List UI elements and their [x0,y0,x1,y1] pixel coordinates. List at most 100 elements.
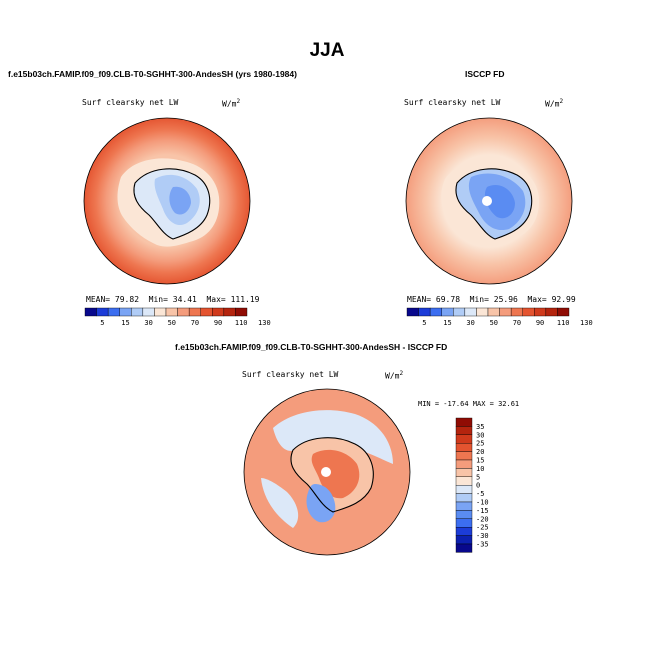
diff-negative-patch-west [261,478,299,528]
left-colorbar-swatch [188,307,201,317]
diff-panel-heading: f.e15b03ch.FAMIP.f09_f09.CLB-T0-SGHHT-30… [175,342,448,352]
diff-colorbar-swatch [455,535,473,545]
diff-colorbar-label: -25 [476,524,489,532]
diff-colorbar-swatch [455,510,473,520]
diff-colorbar-label: 30 [476,431,484,439]
right-coastline [455,168,533,240]
left-colorbar-label: 50 [168,319,176,327]
right-colorbar-swatch [406,307,419,317]
right-colorbar-swatch [476,307,489,317]
diff-polar-map [243,388,411,556]
right-polar-map [405,117,573,285]
diff-colorbar-label: 15 [476,457,484,465]
right-colorbar-label: 130 [580,319,593,327]
left-colorbar-swatch [235,307,248,317]
right-colorbar-swatch [418,307,431,317]
left-colorbar-swatch [177,307,190,317]
left-polar-map [83,117,251,285]
diff-colorbar-swatch [455,443,473,452]
diff-colorbar-swatch [455,468,473,478]
left-colorbar-swatch [223,307,236,317]
right-variable-label: Surf clearsky net LW [404,98,501,107]
left-colorbar-label: 30 [144,319,152,327]
diff-interior-field [311,449,360,499]
diff-colorbar-swatch [455,417,473,427]
diff-colorbar-swatch [455,459,473,469]
left-plateau-field [169,186,191,215]
right-colorbar-swatch [487,307,500,317]
right-colorbar-swatch [441,307,454,317]
right-colorbar-label: 5 [422,319,426,327]
right-colorbar-swatch [545,307,558,317]
left-stats: MEAN= 79.82 Min= 34.41 Max= 111.19 [86,295,260,304]
right-colorbar-label: 90 [536,319,544,327]
diff-colorbar-label: 10 [476,465,484,473]
right-colorbar-swatch [522,307,535,317]
diff-colorbar-swatch [455,426,473,435]
diff-colorbar-label: 20 [476,448,484,456]
left-colorbar-swatch [131,307,144,317]
right-colorbar: 5 15 30 50 70 90 110 130 [406,307,593,327]
right-colorbar-label: 110 [557,319,570,327]
diff-colorbar-label: 0 [476,482,480,490]
left-colorbar-swatch [165,307,178,317]
diff-colorbar-label: -30 [476,532,489,540]
right-colorbar-label: 50 [490,319,498,327]
diff-colorbar-label: -15 [476,507,489,515]
right-colorbar-label: 70 [513,319,521,327]
diff-colorbar-swatch [455,501,473,511]
diff-variable-label: Surf clearsky net LW [242,370,339,379]
diff-colorbar-swatch [455,451,473,461]
right-map-border [405,117,573,285]
diff-colorbar-label: -20 [476,515,489,523]
right-stats: MEAN= 69.78 Min= 25.96 Max= 92.99 [407,295,576,304]
diff-colorbar-label: 25 [476,440,484,448]
figure-title: JJA [309,40,345,61]
diff-coastline [290,437,374,513]
right-panel-heading: ISCCP FD [465,69,505,79]
right-pole-hole [482,196,492,206]
left-colorbar-swatch [119,307,132,317]
right-plateau-field [484,184,515,219]
left-colorbar-label: 130 [258,319,271,327]
diff-negative-patch-ross [306,484,336,523]
right-colorbar-swatch [534,307,547,317]
diff-minmax: MIN = -17.64 MAX = 32.61 [418,400,520,408]
right-colorbar-label: 30 [466,319,474,327]
left-units: W/m2 [222,98,241,109]
diff-colorbar-swatch [455,526,473,536]
right-colorbar-swatch [453,307,466,317]
left-colorbar-swatch [96,307,109,317]
left-variable-label: Surf clearsky net LW [82,98,179,107]
left-colorbar-swatch [212,307,225,317]
diff-colorbar-swatch [455,543,473,553]
diff-colorbar-label: -35 [476,541,489,549]
left-map-border [83,117,251,285]
right-units: W/m2 [545,98,564,109]
left-colorbar-swatch [200,307,213,317]
left-colorbar-label: 110 [235,319,248,327]
left-colorbar-label: 5 [100,319,104,327]
diff-colorbar-swatch [455,434,473,444]
left-colorbar-swatch [142,307,155,317]
diff-colorbar-label: 5 [476,473,480,481]
left-coastline [133,168,211,240]
diff-colorbar-swatch [455,518,473,528]
diff-units: W/m2 [385,370,404,381]
left-colorbar-swatch [84,307,97,317]
left-colorbar-label: 15 [121,319,129,327]
left-colorbar-swatch [154,307,167,317]
diff-map-border [243,388,411,556]
diff-colorbar-label: -5 [476,490,484,498]
diff-colorbar-swatch [455,476,473,486]
diff-colorbar-swatch [455,493,473,503]
diff-colorbar-label: 35 [476,423,484,431]
right-colorbar-swatch [429,307,442,317]
diff-pole-hole [321,467,331,477]
diff-colorbar-swatch [455,484,473,494]
right-colorbar-swatch [464,307,477,317]
right-colorbar-swatch [557,307,570,317]
left-panel-heading: f.e15b03ch.FAMIP.f09_f09.CLB-T0-SGHHT-30… [8,69,297,79]
right-colorbar-label: 15 [443,319,451,327]
